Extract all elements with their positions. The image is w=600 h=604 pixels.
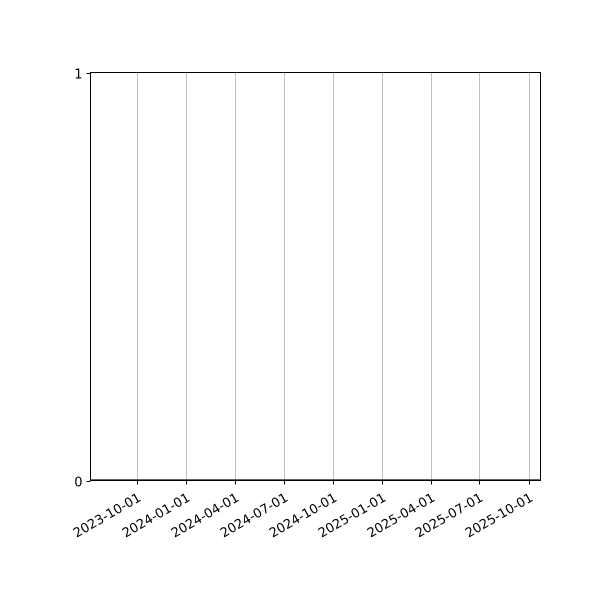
y-axis: 01 xyxy=(74,68,91,491)
plot-frame xyxy=(90,72,541,481)
gridlines xyxy=(137,72,530,481)
x-axis: 2023-10-012024-01-012024-04-012024-07-01… xyxy=(71,480,536,541)
y-tick-label: 1 xyxy=(74,68,82,83)
y-tick-label: 0 xyxy=(74,476,82,491)
